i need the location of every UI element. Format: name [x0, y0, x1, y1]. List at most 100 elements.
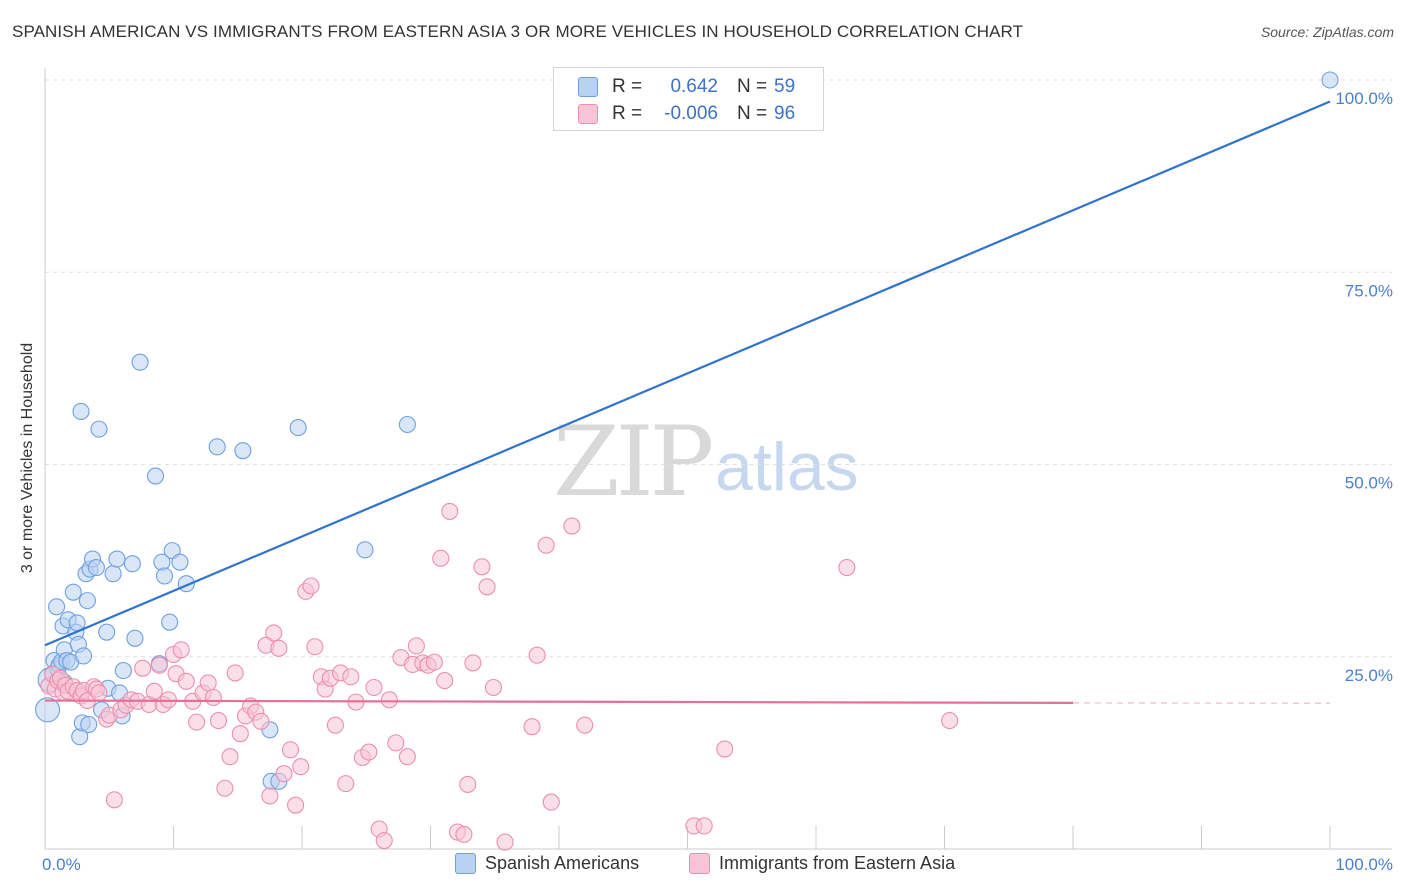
spanish-american-point [208, 438, 226, 456]
eastern-asia-point [270, 639, 288, 657]
eastern-asia-point [342, 668, 360, 686]
spanish-american-point [35, 697, 61, 723]
eastern-asia-point [221, 748, 239, 766]
spanish-american-point [98, 623, 116, 641]
eastern-asia-point [436, 672, 454, 690]
watermark-atlas: atlas [715, 429, 859, 505]
legend-swatch-blue [578, 77, 598, 97]
eastern-asia-point [484, 678, 503, 697]
spanish-american-point [131, 353, 149, 371]
source-label: Source: ZipAtlas.com [1260, 24, 1394, 40]
eastern-asia-point [695, 817, 713, 835]
eastern-asia-point [716, 740, 734, 758]
eastern-asia-point [528, 646, 546, 664]
trend-lines [44, 100, 1331, 704]
eastern-asia-point [145, 682, 163, 700]
spanish-american-point [80, 715, 98, 733]
eastern-asia-point [407, 637, 425, 655]
legend-n-label: N = [737, 76, 768, 97]
eastern-asia-point [425, 653, 443, 671]
spanish-american-point [64, 583, 82, 601]
legend-n-value: 96 [774, 103, 796, 124]
eastern-asia-point [496, 833, 514, 851]
x-tick-label: 0.0% [42, 855, 81, 874]
eastern-asia-point [231, 725, 249, 743]
spanish-american-point [78, 592, 96, 610]
points-layer [35, 71, 1339, 851]
spanish-american-point [1321, 71, 1339, 89]
spanish-american-point [234, 442, 252, 460]
eastern-asia-point [292, 758, 310, 776]
bottom-legend-label: Immigrants from Eastern Asia [719, 853, 956, 873]
tick-labels: 25.0% 50.0% 75.0% 100.0% 0.0% 100.0% [42, 89, 1393, 874]
legend-r-value: -0.006 [664, 103, 718, 124]
eastern-asia-point [306, 638, 324, 656]
eastern-asia-point [542, 793, 560, 811]
spanish-american-point [171, 553, 189, 571]
eastern-asia-point [464, 654, 482, 672]
spanish-american-point [108, 550, 126, 568]
eastern-asia-point [523, 718, 541, 736]
spanish-american-point [114, 662, 132, 680]
eastern-asia-point [177, 672, 195, 690]
eastern-asia-point [275, 765, 293, 783]
eastern-asia-point [398, 748, 416, 766]
eastern-asia-point [941, 712, 959, 730]
eastern-asia-point [478, 578, 496, 596]
eastern-asia-trend-line [44, 699, 1074, 704]
legend-n-label: N = [737, 103, 768, 124]
spanish-american-point [126, 629, 144, 647]
eastern-asia-point [337, 775, 355, 793]
spanish-american-point [48, 598, 66, 616]
eastern-asia-point [387, 734, 405, 752]
eastern-asia-point [563, 517, 581, 535]
eastern-asia-point [105, 791, 123, 809]
legend-n-value: 59 [774, 76, 796, 97]
legend-swatch-pink [578, 104, 598, 124]
eastern-asia-point [281, 741, 299, 759]
y-tick-label: 25.0% [1345, 666, 1393, 685]
bottom-legend-swatch-pink [689, 853, 710, 874]
spanish-american-point [72, 402, 90, 420]
eastern-asia-point [537, 536, 555, 554]
eastern-asia-point [150, 656, 168, 674]
y-tick-label: 75.0% [1345, 281, 1393, 300]
spanish-american-point [146, 467, 165, 485]
eastern-asia-point [459, 775, 477, 793]
eastern-asia-point [441, 502, 459, 520]
eastern-asia-point [473, 558, 491, 576]
eastern-asia-point [90, 684, 108, 702]
correlation-legend: R = 0.642 N = 59 R = -0.006 N = 96 [553, 67, 824, 131]
spanish-american-point [123, 555, 141, 573]
spanish-american-point [87, 558, 105, 577]
y-tick-label: 100.0% [1335, 89, 1393, 108]
grid-lines [45, 79, 1392, 658]
legend-r-value: 0.642 [670, 76, 718, 97]
eastern-asia-point [209, 712, 228, 730]
eastern-asia-point [188, 713, 206, 731]
spanish-american-point [90, 420, 108, 438]
eastern-asia-point [216, 779, 234, 797]
eastern-asia-point [265, 624, 283, 642]
bottom-legend-swatch-blue [455, 853, 476, 874]
eastern-asia-point [838, 558, 856, 577]
spanish-american-point [289, 419, 307, 437]
x-tick-label: 100.0% [1335, 855, 1393, 874]
eastern-asia-point [204, 688, 222, 707]
eastern-asia-point [302, 577, 320, 595]
eastern-asia-point [455, 825, 473, 843]
eastern-asia-point [287, 796, 305, 814]
spanish-american-point [75, 647, 93, 665]
chart-title: SPANISH AMERICAN VS IMMIGRANTS FROM EAST… [12, 22, 1024, 41]
spanish-american-point [356, 541, 374, 559]
spanish-american-point [104, 565, 122, 583]
eastern-asia-point [380, 691, 398, 709]
eastern-asia-point [252, 712, 270, 730]
eastern-asia-point [199, 674, 217, 692]
eastern-asia-point [261, 787, 279, 805]
eastern-asia-point [226, 664, 244, 682]
spanish-american-point [155, 567, 174, 585]
spanish-american-point [161, 613, 179, 631]
bottom-legend-label: Spanish Americans [485, 853, 640, 873]
